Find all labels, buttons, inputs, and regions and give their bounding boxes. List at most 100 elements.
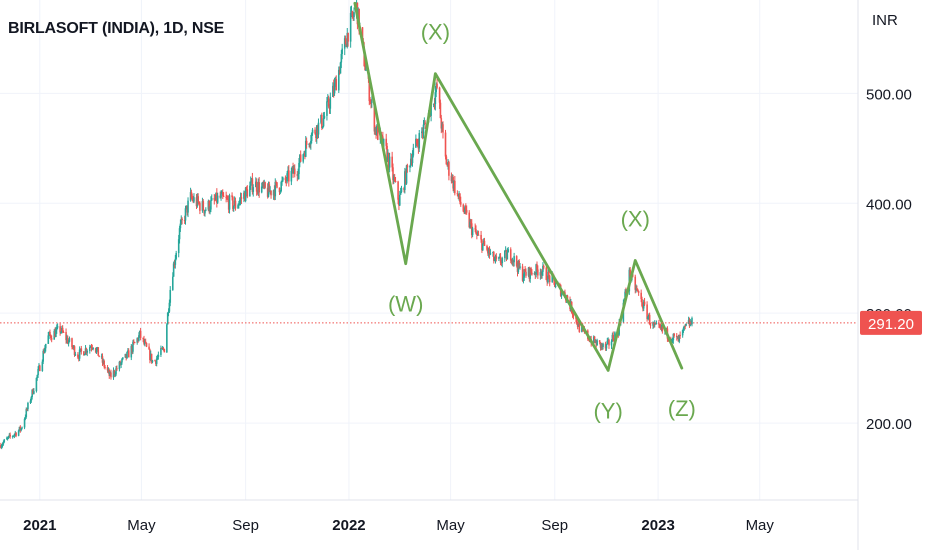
candle-body: [43, 350, 45, 353]
candle-body: [465, 209, 468, 213]
candle: [572, 312, 575, 320]
candle: [660, 324, 663, 332]
candle: [24, 414, 27, 421]
candle: [458, 191, 460, 201]
candle-body: [642, 301, 645, 309]
candle-body: [118, 361, 121, 370]
candle: [335, 75, 338, 91]
candle: [332, 79, 335, 98]
candle-body: [55, 330, 57, 337]
candle: [90, 343, 93, 352]
candle: [103, 359, 105, 369]
candle-body: [258, 182, 260, 193]
candle: [450, 172, 453, 184]
candle-body: [677, 336, 680, 342]
candle: [61, 325, 63, 334]
candle-body: [246, 189, 249, 197]
candle: [113, 369, 116, 378]
candle-body: [179, 223, 182, 229]
candle: [310, 132, 313, 144]
candle-body: [168, 302, 171, 312]
candle: [643, 297, 646, 307]
last-price-badge: 291.20: [860, 310, 922, 335]
candle: [74, 351, 77, 357]
candle-body: [231, 195, 233, 198]
candle: [517, 260, 520, 274]
candle-body: [8, 434, 11, 437]
candle: [244, 186, 247, 203]
candle: [535, 263, 537, 278]
candle-body: [5, 438, 8, 440]
candle: [308, 143, 310, 148]
candle: [684, 323, 687, 330]
candle: [89, 345, 92, 348]
candle-body: [262, 182, 265, 187]
candle: [192, 195, 194, 203]
candle-body: [317, 122, 320, 135]
candle: [166, 323, 168, 354]
candle: [682, 326, 685, 333]
candle-body: [220, 193, 222, 198]
candle: [53, 329, 56, 340]
candle: [387, 152, 390, 171]
candle-body: [154, 360, 156, 362]
candle-body: [85, 348, 88, 353]
candle-body: [392, 167, 394, 181]
candle: [602, 342, 604, 350]
candle: [334, 76, 337, 87]
candle: [215, 192, 217, 201]
candle-body: [533, 273, 536, 275]
candle: [349, 6, 352, 48]
wave-line: [606, 259, 684, 372]
candle: [264, 181, 266, 189]
candle-body: [548, 275, 551, 283]
candle: [225, 191, 227, 203]
candle: [415, 138, 418, 147]
candle-body: [475, 229, 477, 234]
candle: [487, 247, 490, 258]
candle: [60, 331, 62, 334]
candle-body: [161, 348, 164, 350]
candle: [369, 96, 371, 105]
candle-body: [299, 154, 302, 162]
candle: [98, 355, 100, 358]
candle-body: [79, 348, 82, 350]
candle: [488, 246, 491, 259]
candle-body: [214, 199, 216, 201]
candle: [20, 428, 22, 432]
candle: [175, 250, 177, 261]
candle-body: [234, 200, 237, 209]
candle-body: [197, 196, 199, 203]
candle-body: [624, 291, 626, 299]
x-tick-label: 2022: [332, 517, 365, 534]
candle: [139, 327, 142, 341]
candle: [3, 438, 6, 444]
candle: [245, 186, 248, 191]
candle: [220, 190, 222, 201]
candle-body: [285, 180, 288, 182]
candle: [302, 153, 305, 164]
candle-body: [416, 143, 419, 145]
candle-body: [571, 312, 574, 315]
candle-body: [72, 347, 74, 349]
candle-body: [398, 199, 400, 206]
candle: [19, 425, 22, 433]
candle: [195, 193, 198, 210]
candle: [161, 345, 164, 351]
candle-body: [405, 165, 408, 184]
candle: [243, 190, 245, 203]
candle: [404, 168, 407, 185]
candle: [642, 299, 645, 312]
candle: [646, 301, 648, 322]
candle: [14, 430, 17, 437]
candle: [149, 348, 151, 364]
candle-body: [125, 353, 128, 359]
candle: [80, 345, 83, 355]
candle-body: [15, 432, 17, 436]
candle: [148, 343, 150, 350]
candle: [309, 142, 311, 149]
candle: [441, 121, 443, 132]
candle: [278, 187, 281, 195]
